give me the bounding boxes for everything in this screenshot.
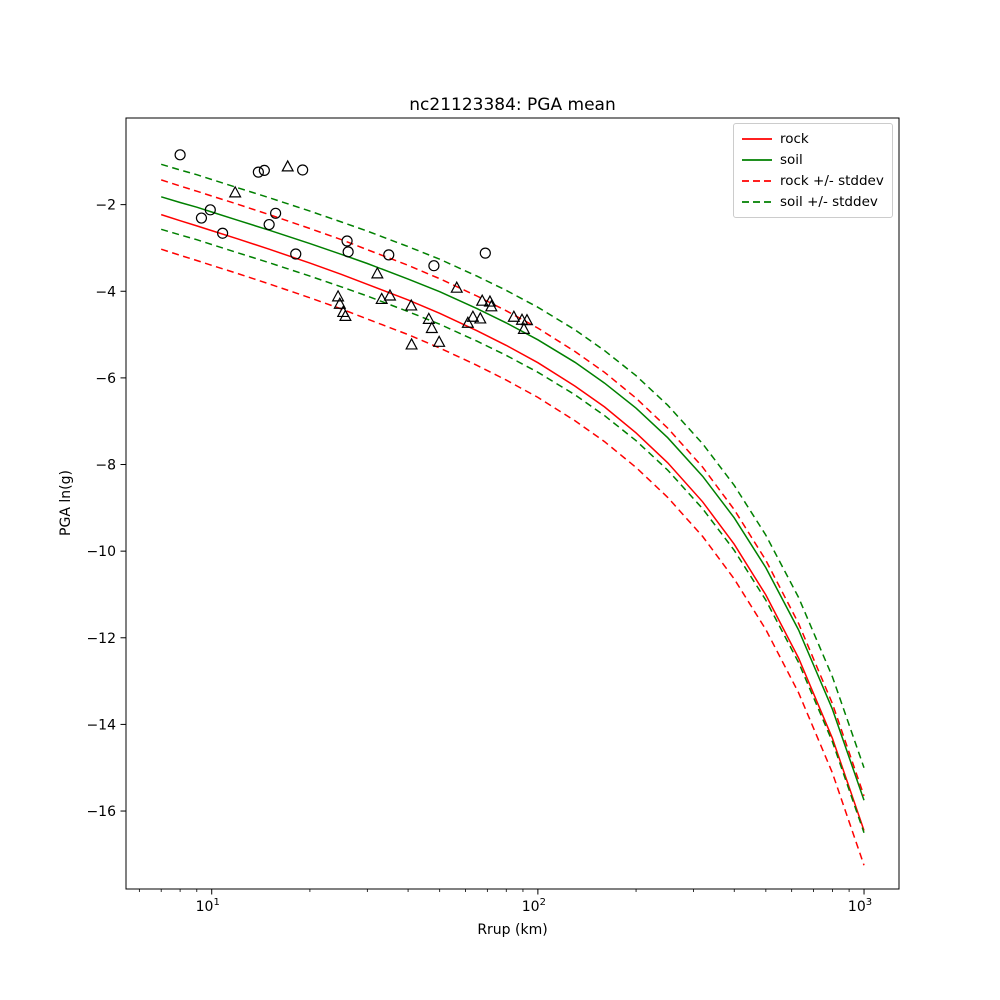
y-tick-label: −10 [86, 544, 116, 560]
soil-plus-stddev-line [160, 163, 865, 768]
triangle-marker [484, 299, 498, 312]
circle-marker [479, 247, 491, 259]
circle-marker [252, 166, 264, 178]
x-tick-label: 101 [196, 897, 220, 915]
triangle-marker [333, 296, 347, 309]
circle-marker [341, 235, 353, 247]
triangle-marker [475, 293, 489, 306]
triangle-marker [281, 159, 295, 172]
circle-marker [428, 260, 440, 272]
triangle-marker [507, 309, 521, 322]
legend-line-swatch [742, 201, 772, 204]
legend-line-swatch [742, 158, 772, 161]
triangle-marker [517, 322, 531, 334]
triangle-marker [425, 321, 439, 334]
y-tick-label: −8 [95, 458, 116, 474]
triangle-marker [450, 280, 464, 293]
circle-marker [297, 164, 309, 176]
chart-title: nc21123384: PGA mean [409, 95, 616, 115]
legend-item-label: soil [780, 151, 803, 168]
triangle-marker [228, 185, 242, 198]
triangle-marker [466, 309, 480, 322]
y-tick-label: −14 [86, 717, 116, 733]
triangle-marker [483, 294, 497, 307]
y-tick-label: −12 [86, 631, 116, 647]
legend-item-label: rock [780, 130, 809, 147]
legend-item: rock +/- stddev [742, 171, 884, 192]
rock-line [160, 213, 865, 831]
y-tick-label: −2 [95, 198, 116, 214]
circle-marker [270, 207, 282, 219]
legend: rock soil rock +/- stddev soil +/- stddev [733, 123, 893, 218]
triangle-marker [432, 335, 446, 347]
rock-minus-stddev-line [160, 248, 865, 866]
triangle-marker [520, 313, 534, 326]
x-tick-label: 103 [848, 897, 872, 915]
soil-line [160, 196, 865, 801]
triangle-marker [473, 311, 487, 324]
legend-item: soil [742, 149, 884, 170]
circle-marker [263, 218, 275, 231]
legend-line-swatch [742, 180, 772, 183]
legend-item-label: soil +/- stddev [780, 194, 878, 211]
legend-item-label: rock +/- stddev [780, 173, 884, 190]
triangle-marker [339, 309, 352, 321]
axes-frame [125, 117, 900, 890]
triangle-marker [370, 266, 384, 279]
y-tick-label: −6 [95, 371, 116, 387]
x-axis-label: Rrup (km) [477, 922, 548, 938]
triangle-marker [375, 292, 389, 305]
y-tick-label: −16 [86, 804, 116, 820]
circle-marker [204, 204, 216, 216]
triangle-marker [405, 337, 418, 350]
legend-item: soil +/- stddev [742, 192, 884, 213]
circle-marker [342, 246, 354, 258]
rock-plus-stddev-line [160, 179, 865, 797]
circle-marker [195, 212, 208, 224]
legend-item: rock [742, 128, 884, 149]
triangle-marker [331, 289, 345, 302]
triangle-marker [383, 288, 397, 301]
triangle-marker [404, 298, 418, 311]
circle-marker [217, 227, 229, 239]
legend-line-swatch [742, 137, 772, 140]
triangle-marker [422, 312, 436, 324]
soil-minus-stddev-line [160, 228, 865, 833]
circle-marker [258, 164, 270, 177]
circle-marker [174, 149, 186, 161]
x-tick-label: 102 [522, 897, 546, 915]
y-tick-label: −4 [95, 284, 116, 300]
circle-marker [290, 248, 302, 260]
circle-marker [383, 249, 395, 261]
triangle-marker [461, 316, 475, 328]
y-axis-label: PGA ln(g) [58, 470, 74, 536]
